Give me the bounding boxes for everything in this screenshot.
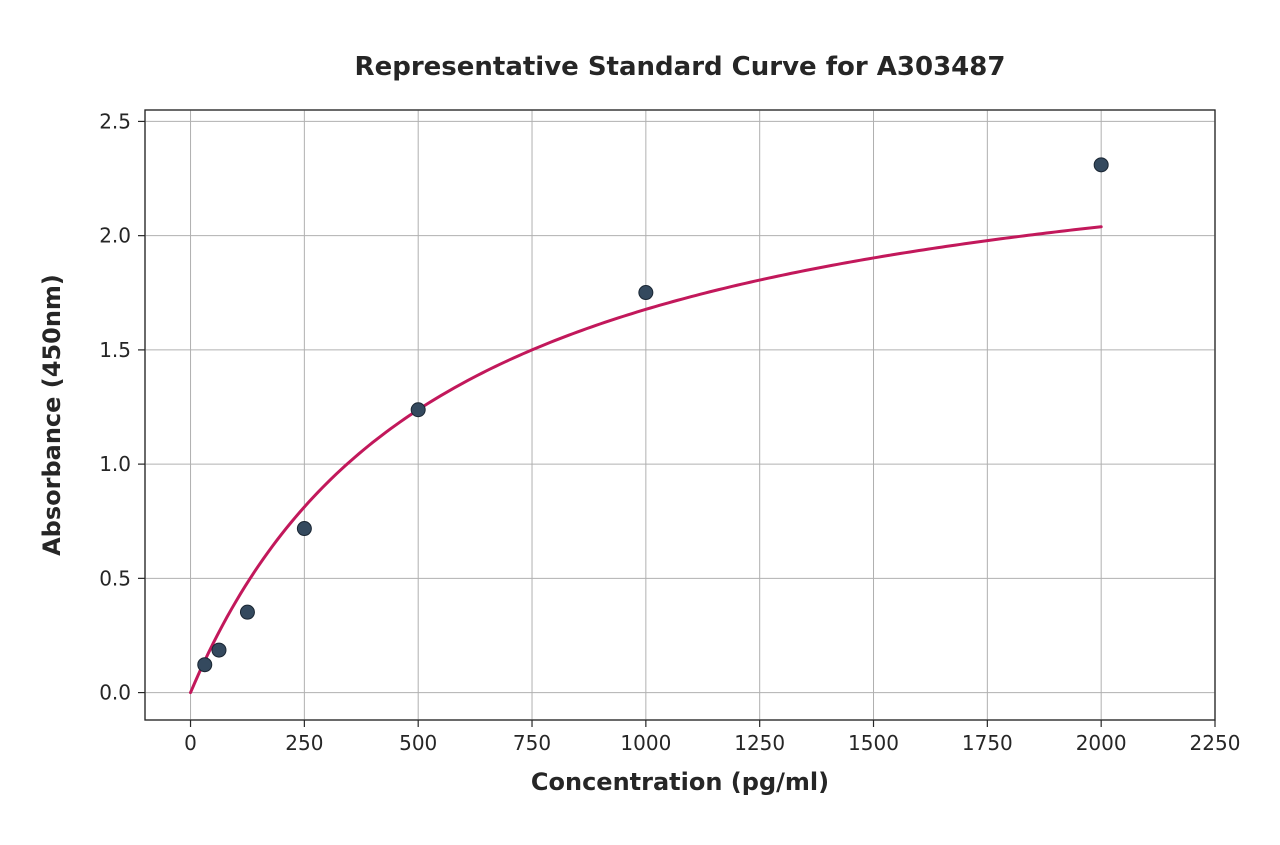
x-tick-label: 2250 [1190, 731, 1241, 755]
x-axis-label: Concentration (pg/ml) [531, 768, 829, 796]
standard-curve-chart: 0 250 500 750 1000 1250 1500 1750 2000 2250 0.0 0.5… [0, 0, 1280, 845]
data-point [639, 286, 653, 300]
y-tick-label: 2.0 [99, 224, 131, 248]
y-tick-label: 2.5 [99, 109, 131, 133]
x-tick-label: 2000 [1076, 731, 1127, 755]
data-point [240, 605, 254, 619]
y-tick-label: 1.0 [99, 452, 131, 476]
x-tick-label: 750 [513, 731, 551, 755]
data-point [411, 403, 425, 417]
y-axis-label: Absorbance (450nm) [38, 274, 66, 556]
y-tick-label: 0.0 [99, 681, 131, 705]
chart-background [0, 0, 1280, 845]
y-tick-label: 1.5 [99, 338, 131, 362]
data-point [198, 658, 212, 672]
x-tick-label: 250 [285, 731, 323, 755]
x-tick-label: 1000 [620, 731, 671, 755]
x-tick-label: 1750 [962, 731, 1013, 755]
data-point [212, 643, 226, 657]
y-tick-label: 0.5 [99, 566, 131, 590]
x-tick-label: 1250 [734, 731, 785, 755]
x-tick-label: 500 [399, 731, 437, 755]
data-point [1094, 158, 1108, 172]
chart-title: Representative Standard Curve for A30348… [355, 52, 1006, 82]
x-tick-label: 0 [184, 731, 197, 755]
data-point [297, 522, 311, 536]
x-tick-label: 1500 [848, 731, 899, 755]
chart-container: 0 250 500 750 1000 1250 1500 1750 2000 2250 0.0 0.5… [0, 0, 1280, 845]
